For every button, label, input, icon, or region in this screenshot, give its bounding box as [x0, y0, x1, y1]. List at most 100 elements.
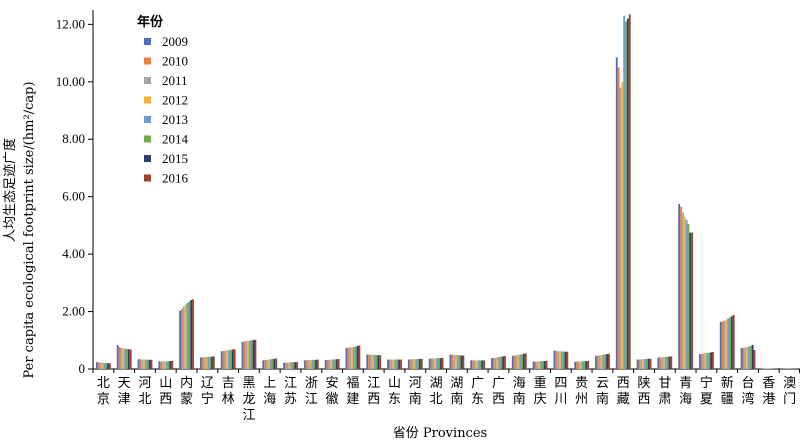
bar-2016-重庆: [545, 360, 548, 369]
bar-2010-江西: [368, 354, 371, 369]
bar-2012-吉林: [226, 350, 229, 369]
bar-2013-吉林: [228, 350, 231, 369]
legend-label-2012: 2012: [162, 93, 188, 108]
x-category-label: 湖南: [450, 376, 463, 407]
bar-2014-甘肃: [666, 356, 669, 369]
bar-2014-湖南: [458, 355, 461, 369]
bar-2012-山西: [163, 361, 166, 369]
bar-2011-台湾: [744, 347, 747, 369]
x-category-label: 西藏: [617, 376, 630, 407]
x-category-label: 天津: [118, 376, 131, 407]
y-axis-title-english: Per capita ecological footprint size/(hm…: [22, 81, 37, 378]
bar-2016-河北: [150, 359, 153, 369]
bar-2011-安徽: [328, 359, 331, 369]
bar-2011-内蒙: [182, 306, 185, 369]
bar-2015-香港: [772, 368, 775, 369]
bar-2010-安徽: [326, 359, 329, 369]
x-category-label: 甘肃: [658, 376, 671, 407]
bar-2011-黑龙江: [245, 341, 248, 369]
x-category-label: 广东: [471, 376, 484, 407]
bar-2014-云南: [604, 354, 607, 369]
bar-2013-浙江: [311, 359, 314, 369]
bar-2015-青海: [689, 232, 692, 369]
x-category-label: 湖北: [430, 376, 443, 407]
bar-2015-黑龙江: [252, 339, 255, 369]
bar-2012-香港: [766, 368, 769, 369]
x-category-label: 山西: [159, 376, 172, 407]
bar-2016-广东: [483, 360, 486, 369]
bar-2012-江苏: [288, 362, 291, 369]
bar-2013-云南: [602, 354, 605, 369]
bar-2010-海南: [513, 355, 516, 369]
bar-2014-海南: [521, 354, 523, 369]
bar-2009-福建: [345, 348, 348, 369]
bar-2015-北京: [107, 363, 109, 369]
y-axis: 0 2.00 4.00 6.00 8.00 10.00 12.00: [56, 10, 94, 376]
bar-2014-西藏: [625, 21, 627, 369]
bar-2016-福建: [358, 345, 361, 369]
bar-2016-吉林: [233, 349, 236, 369]
bar-2016-新疆: [732, 315, 735, 369]
bar-2013-安徽: [332, 359, 334, 369]
bar-2014-河北: [146, 359, 149, 369]
bar-2012-天津: [122, 348, 125, 369]
legend-swatch-2015: [144, 155, 151, 162]
bar-2012-湖南: [455, 354, 457, 369]
bar-2016-黑龙江: [254, 339, 257, 369]
bar-2011-重庆: [536, 361, 539, 369]
bar-2010-吉林: [222, 350, 225, 369]
bar-2009-西藏: [615, 57, 618, 369]
bar-2015-广东: [481, 360, 484, 369]
bar-2010-湖北: [430, 358, 433, 369]
bar-2016-河南: [420, 358, 423, 369]
legend-swatch-2012: [144, 96, 151, 104]
bar-2016-海南: [524, 353, 527, 369]
bar-2013-湖北: [436, 358, 438, 369]
bar-2014-江苏: [292, 362, 295, 369]
bar-2015-海南: [522, 353, 525, 369]
bar-2009-江西: [366, 354, 369, 369]
y-tick-label: 0: [79, 361, 86, 376]
bar-2016-上海: [275, 358, 278, 369]
bar-2014-辽宁: [209, 356, 212, 369]
bar-2012-贵州: [579, 361, 582, 369]
bar-2015-江西: [377, 355, 380, 369]
bar-2010-广东: [472, 360, 474, 369]
bar-2013-西藏: [623, 15, 626, 370]
bar-2016-青海: [691, 232, 694, 369]
bar-2009-黑龙江: [241, 342, 244, 369]
bar-2015-四川: [564, 351, 567, 369]
bar-2009-河南: [407, 359, 410, 369]
bar-2010-天津: [118, 347, 121, 369]
bar-2011-甘肃: [661, 357, 663, 369]
bar-2012-海南: [517, 354, 520, 369]
bar-2013-河南: [415, 359, 418, 369]
bar-2012-宁夏: [704, 353, 707, 369]
bar-2016-云南: [608, 353, 610, 369]
bar-2011-西藏: [619, 87, 622, 369]
bar-2009-天津: [116, 345, 119, 369]
bar-2013-山西: [165, 361, 168, 369]
bar-2013-四川: [560, 351, 563, 369]
bar-2012-四川: [559, 351, 561, 369]
bar-2010-台湾: [742, 347, 745, 369]
bar-2014-陕西: [645, 358, 648, 369]
bar-2015-贵州: [585, 360, 588, 369]
bar-2015-云南: [606, 354, 609, 369]
x-category-label: 江西: [367, 376, 380, 407]
x-category-label: 海南: [513, 376, 526, 407]
bar-2013-黑龙江: [248, 340, 251, 369]
bar-2013-宁夏: [706, 352, 709, 369]
bar-2009-广西: [491, 358, 493, 369]
x-axis: 北京天津河北山西内蒙辽宁吉林黑龙江上海江苏浙江安徽福建江西山东河南湖北湖南广东广…: [92, 368, 800, 423]
bar-2009-湖北: [428, 358, 431, 369]
bar-2016-四川: [566, 351, 569, 369]
bar-2013-陕西: [644, 358, 646, 369]
legend-title: 年份: [137, 14, 164, 30]
bar-2014-上海: [271, 358, 274, 369]
bar-2016-江苏: [296, 362, 298, 369]
bar-2013-青海: [685, 219, 688, 369]
bar-2013-重庆: [540, 361, 542, 369]
bar-2012-安徽: [330, 359, 333, 369]
bar-2013-北京: [103, 362, 106, 369]
